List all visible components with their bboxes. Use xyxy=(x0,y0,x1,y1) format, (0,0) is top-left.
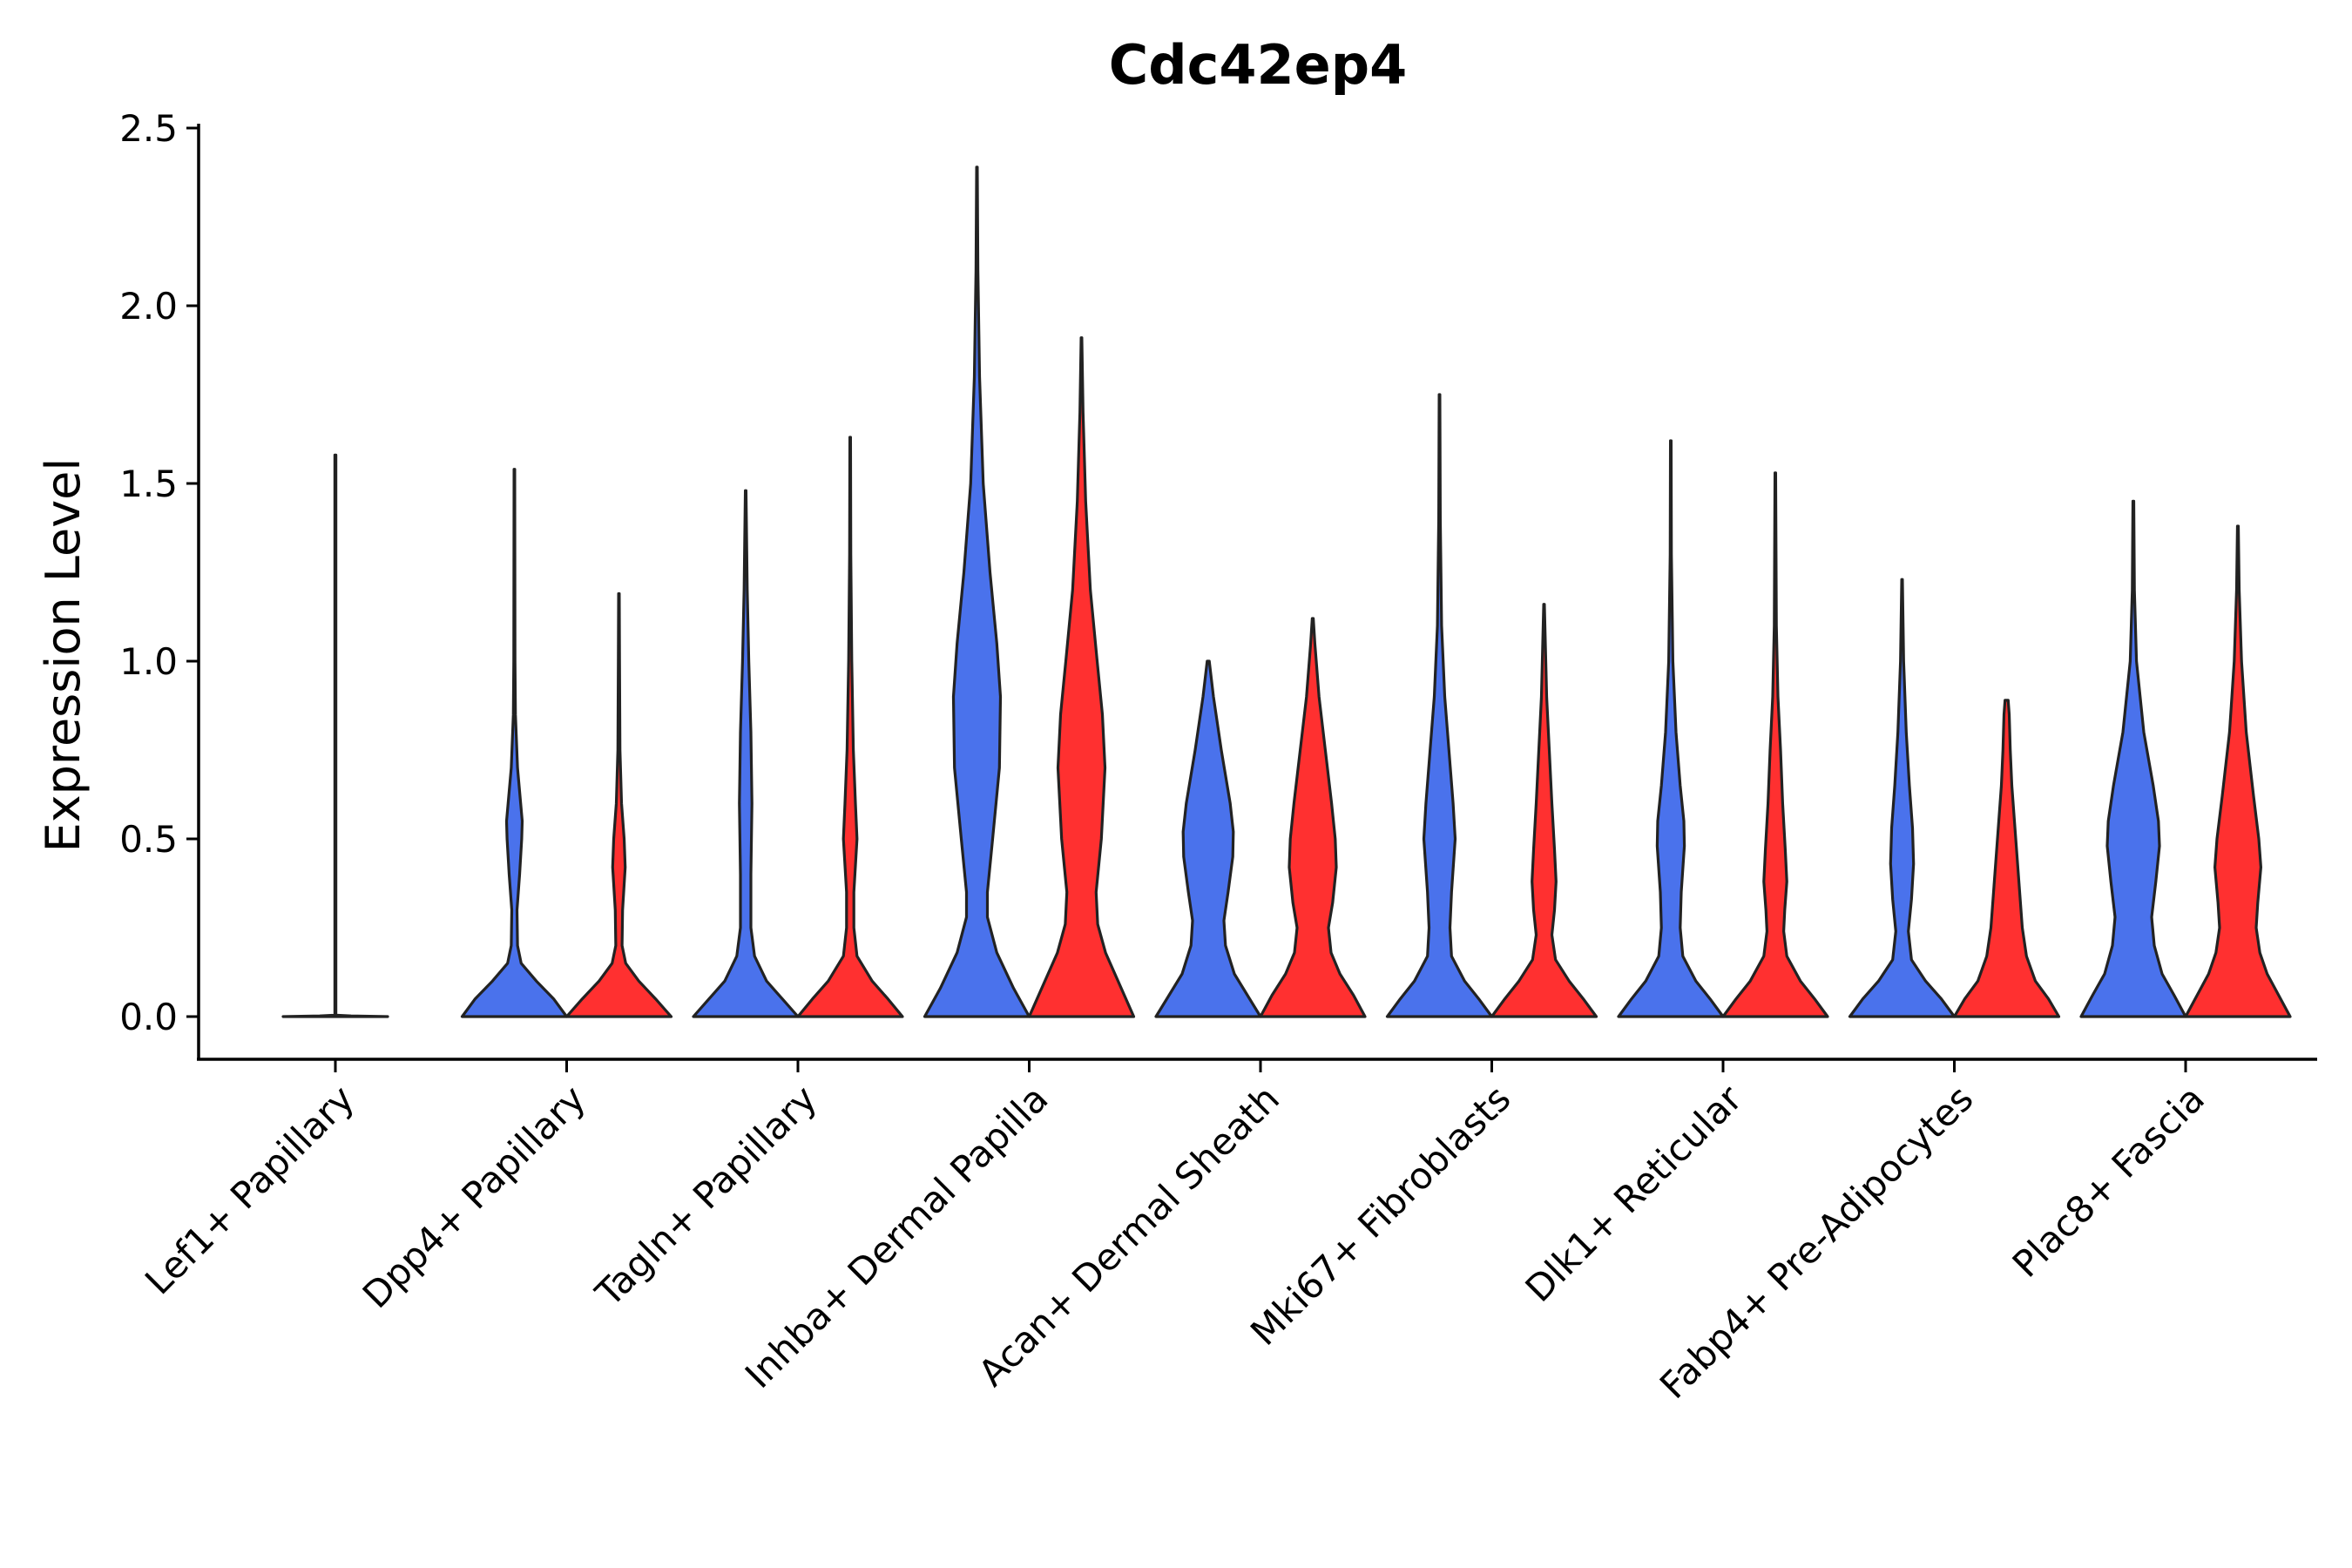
violin-red-1 xyxy=(564,591,673,1018)
violin-blue-8 xyxy=(2079,499,2187,1018)
violin-red-5 xyxy=(1490,603,1598,1018)
y-tick-label: 2.0 xyxy=(119,285,178,328)
x-tick-label: Mki67+ Fibroblasts xyxy=(1242,1077,1518,1353)
plot-area: 0.0 0.5 1.0 1.5 2.0 2.5 Lef1+ PapillaryDpp4+ … xyxy=(119,107,2317,1407)
violin-blue-2 xyxy=(692,489,800,1018)
violin-blue-4 xyxy=(1154,659,1262,1018)
y-ticks: 0.0 0.5 1.0 1.5 2.0 2.5 xyxy=(119,107,199,1038)
violin-blue-1 xyxy=(460,468,569,1018)
violin-red-2 xyxy=(796,436,904,1018)
y-tick-label: 1.5 xyxy=(119,463,178,505)
x-tick-label: Lef1+ Papillary xyxy=(137,1077,362,1302)
x-tick-label: Dpp4+ Papillary xyxy=(355,1077,594,1316)
violin-blue-5 xyxy=(1385,393,1494,1018)
violin-blue-7 xyxy=(1848,578,1957,1018)
y-tick-label: 0.0 xyxy=(119,996,178,1038)
violin-red-6 xyxy=(1721,471,1829,1018)
violin-red-4 xyxy=(1259,617,1367,1018)
violin-red-7 xyxy=(1952,699,2061,1018)
violin-single-0 xyxy=(281,453,389,1018)
y-axis-label: Expression Level xyxy=(36,458,91,853)
chart-title: Cdc42ep4 xyxy=(1109,33,1407,97)
x-tick-label: Plac8+ Fascia xyxy=(2004,1077,2213,1285)
x-tick-label: Tagln+ Papillary xyxy=(587,1077,825,1315)
violin-red-8 xyxy=(2184,524,2292,1018)
violin-blue-3 xyxy=(923,166,1031,1018)
violin-red-3 xyxy=(1027,336,1136,1018)
violins-layer xyxy=(281,166,2292,1018)
y-tick-label: 0.5 xyxy=(119,818,178,861)
axes-layer xyxy=(197,124,2317,1061)
violin-blue-6 xyxy=(1617,439,1725,1018)
x-tick-label: Dlk1+ Reticular xyxy=(1517,1077,1751,1310)
y-tick-label: 1.0 xyxy=(119,640,178,683)
y-tick-label: 2.5 xyxy=(119,107,178,150)
